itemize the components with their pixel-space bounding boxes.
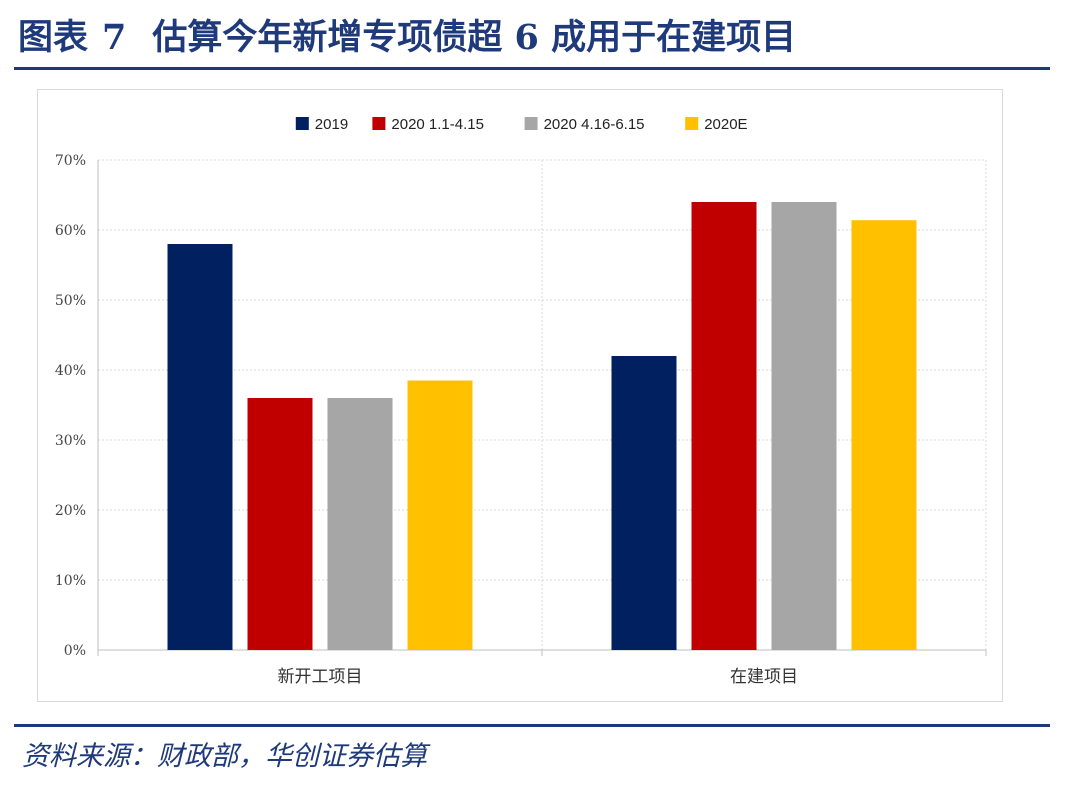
figure-label: 图表 — [18, 17, 89, 58]
x-category-label: 在建项目 — [730, 667, 798, 687]
chart-area: 0% 10% 20% 30% 40% 50% 60% 70% 新开工项目 在建项目 2019 2020… — [37, 89, 1003, 702]
source-note: 资料来源：财政部，华创证券估算 — [22, 741, 427, 772]
y-tick-label: 20% — [55, 503, 86, 519]
bar-chart: 0% 10% 20% 30% 40% 50% 60% 70% 新开工项目 在建项目 2019 2020… — [55, 116, 987, 687]
y-tick-label: 70% — [55, 153, 86, 169]
legend-label: 2019 — [315, 116, 348, 133]
y-tick-label: 40% — [55, 363, 86, 379]
bar-0-0 — [167, 244, 233, 650]
legend-swatch-1 — [372, 117, 386, 130]
legend-label: 2020E — [704, 116, 747, 133]
bar-1-1 — [691, 202, 757, 650]
bar-1-0 — [611, 356, 677, 650]
bar-0-1 — [247, 398, 313, 650]
bar-0-2 — [327, 398, 393, 650]
x-category-label: 新开工项目 — [278, 667, 363, 687]
y-tick-label: 30% — [55, 433, 86, 449]
y-tick-label: 60% — [55, 223, 86, 239]
legend-swatch-3 — [685, 117, 699, 130]
legend-label: 2020 1.1-4.15 — [391, 116, 484, 133]
title-underline — [14, 67, 1050, 70]
y-tick-label: 50% — [55, 293, 86, 309]
y-tick-label: 10% — [55, 573, 86, 589]
legend-swatch-2 — [524, 117, 538, 130]
figure-number: 7 — [102, 17, 127, 58]
legend-swatch-0 — [295, 117, 309, 130]
figure-title: 估算今年新增专项债超 6 成用于在建项目 — [152, 17, 797, 58]
chart-title: 图表 7 估算今年新增专项债超 6 成用于在建项目 — [18, 10, 796, 66]
legend-label: 2020 4.16-6.15 — [544, 116, 645, 133]
y-tick-label: 0% — [64, 643, 86, 659]
footer-rule — [14, 724, 1050, 727]
bar-1-2 — [771, 202, 837, 650]
bar-0-3 — [407, 380, 473, 650]
bar-1-3 — [851, 220, 917, 650]
